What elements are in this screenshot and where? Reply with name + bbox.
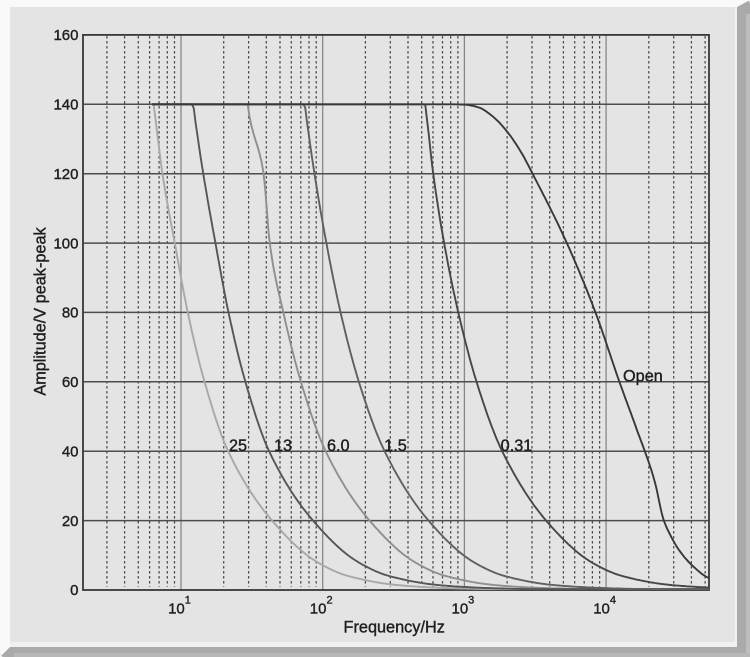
svg-text:20: 20 [62, 513, 79, 530]
svg-text:Amplitude/V peak-peak: Amplitude/V peak-peak [32, 226, 50, 395]
svg-text:101: 101 [168, 595, 191, 618]
svg-text:0: 0 [70, 582, 78, 599]
svg-text:80: 80 [62, 305, 79, 322]
svg-text:13: 13 [274, 437, 292, 455]
svg-text:100: 100 [53, 235, 78, 252]
svg-text:60: 60 [62, 374, 79, 391]
svg-text:6.0: 6.0 [327, 437, 350, 455]
svg-text:120: 120 [53, 166, 78, 183]
svg-text:0.31: 0.31 [501, 437, 533, 455]
svg-text:Open: Open [623, 367, 663, 385]
svg-text:102: 102 [310, 595, 333, 618]
svg-text:140: 140 [53, 97, 78, 114]
svg-text:Frequency/Hz: Frequency/Hz [344, 619, 445, 637]
svg-text:1.5: 1.5 [384, 437, 407, 455]
svg-text:103: 103 [451, 595, 474, 618]
svg-text:104: 104 [593, 595, 616, 618]
svg-text:160: 160 [53, 27, 78, 44]
svg-text:25: 25 [229, 437, 247, 455]
svg-text:40: 40 [62, 443, 79, 460]
